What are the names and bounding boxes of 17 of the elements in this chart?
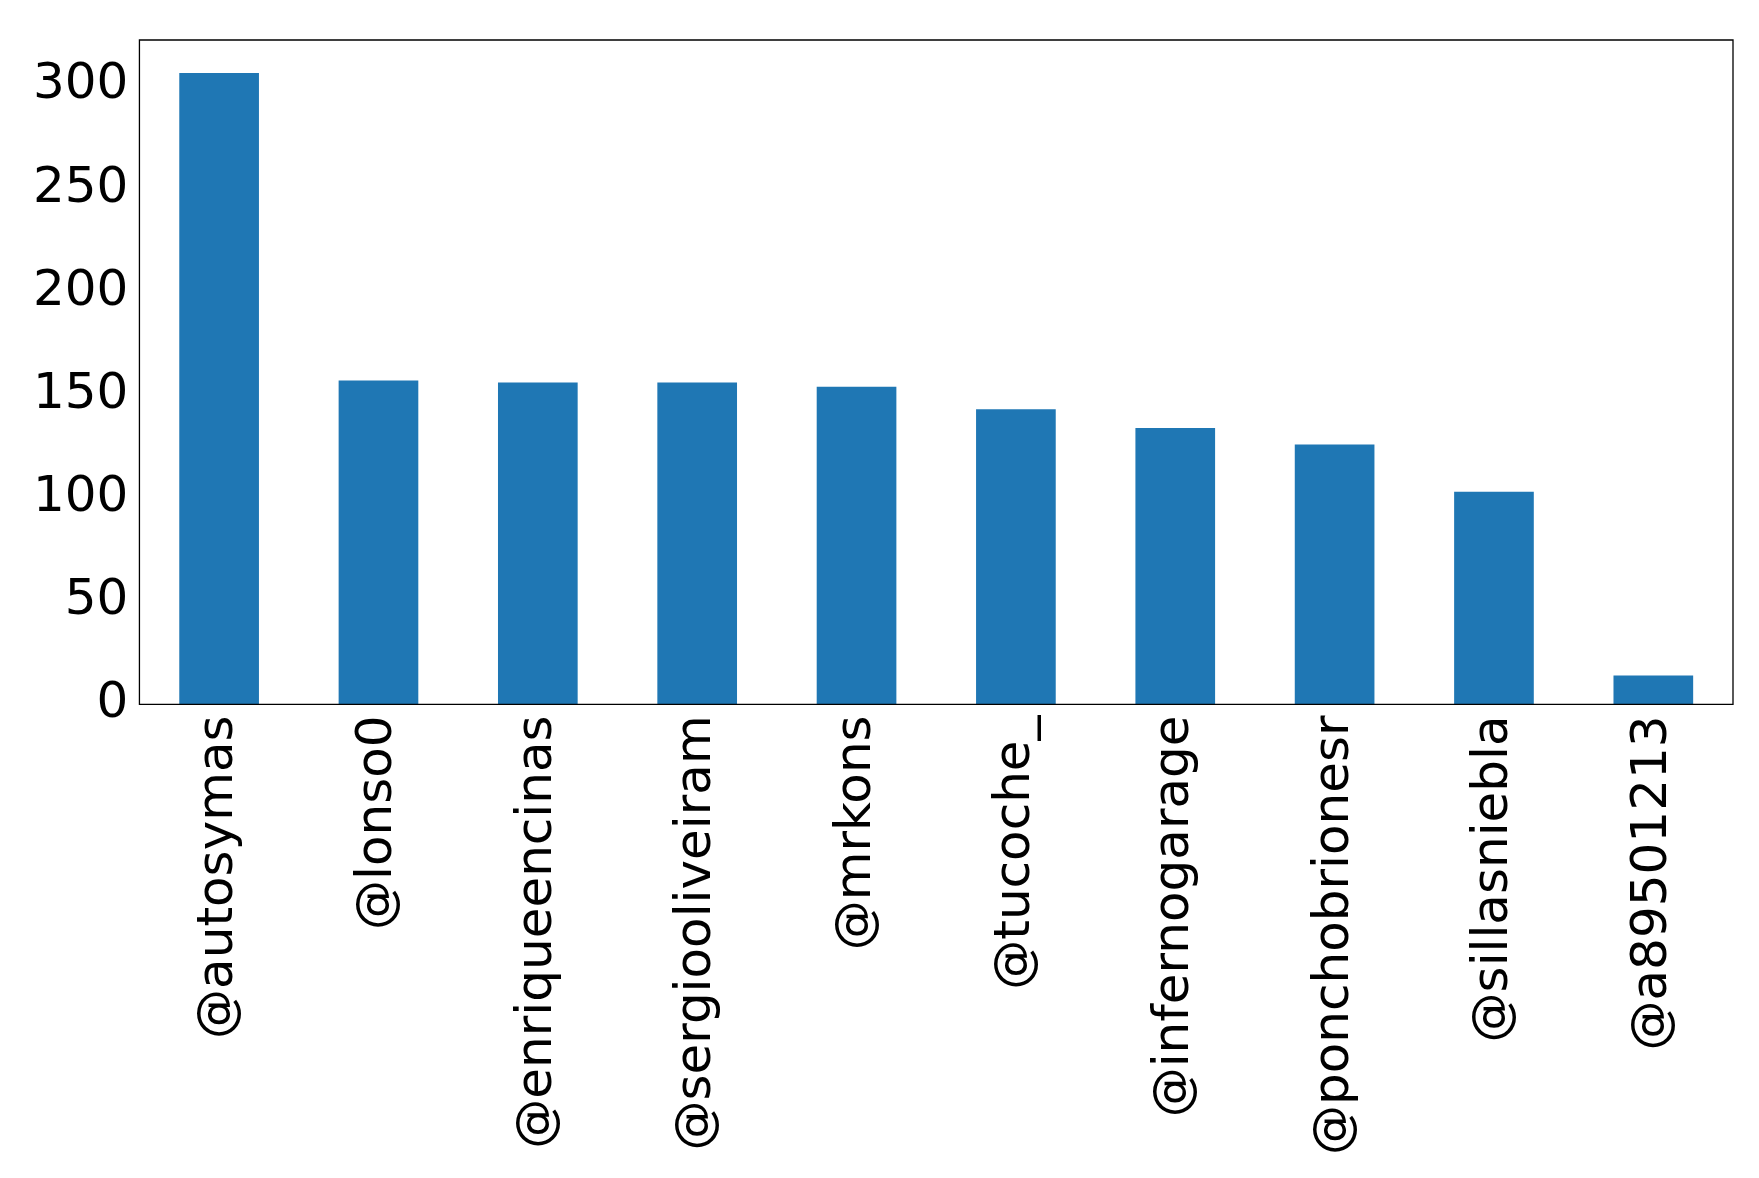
x-tick-label: @mrkons: [823, 715, 882, 951]
x-tick-label: @lonso0: [345, 715, 404, 930]
y-tick-label: 200: [33, 258, 129, 317]
x-tick-label: @tucoche_: [982, 714, 1041, 990]
y-tick-label: 300: [33, 52, 129, 111]
y-tick-label: 100: [33, 465, 129, 524]
y-tick-label: 0: [96, 671, 129, 730]
y-tick-label: 150: [33, 361, 129, 420]
x-tick-label: @sillasniebla: [1460, 715, 1519, 1043]
y-tick-label: 250: [33, 155, 129, 214]
y-tick-label: 50: [64, 568, 129, 627]
x-tick-label: @enriqueencinas: [504, 715, 563, 1149]
x-tick-label: @infernogarage: [1142, 715, 1201, 1118]
x-tick-label: @ponchobrionesr: [1301, 714, 1360, 1155]
x-tick-label: @autosymas: [186, 715, 245, 1039]
x-tick-label: @a89501213: [1620, 715, 1679, 1051]
x-tick-label: @sergiooliveiram: [664, 715, 723, 1151]
